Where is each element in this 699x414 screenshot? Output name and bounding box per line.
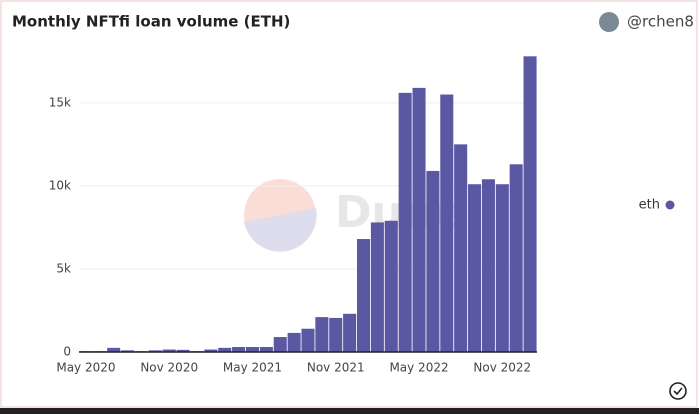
x-tick-label: Nov 2021 <box>307 361 365 375</box>
x-tick-label: May 2021 <box>223 361 282 375</box>
bar <box>440 94 454 353</box>
bar <box>495 184 509 352</box>
x-tick-label: May 2020 <box>56 361 115 375</box>
author[interactable]: @rchen8 <box>627 13 694 31</box>
bar <box>468 184 482 352</box>
bar <box>218 347 232 352</box>
y-tick-label: 0 <box>63 345 71 359</box>
bar <box>232 347 246 352</box>
bar <box>287 332 301 352</box>
bar <box>107 347 121 352</box>
bar <box>370 222 384 352</box>
y-tick-label: 10k <box>49 178 71 192</box>
bar <box>121 350 135 352</box>
legend-label: eth <box>639 198 660 213</box>
bar <box>356 239 371 352</box>
bottom-bar <box>0 408 699 414</box>
bar <box>412 87 426 352</box>
bar <box>523 56 537 352</box>
bar <box>384 220 398 352</box>
bar <box>273 337 287 352</box>
y-tick-label: 5k <box>56 261 71 275</box>
bar <box>301 328 315 352</box>
chart-title: Monthly NFTfi loan volume (ETH) <box>12 13 290 31</box>
x-tick-label: Nov 2020 <box>140 361 198 375</box>
bar <box>343 313 357 352</box>
avatar[interactable] <box>599 12 619 32</box>
bar <box>398 92 412 352</box>
x-tick-label: May 2022 <box>389 361 448 375</box>
bar <box>315 317 329 352</box>
bar <box>259 347 273 352</box>
bar <box>426 170 440 352</box>
bar <box>245 347 260 352</box>
check-icon[interactable] <box>669 382 687 400</box>
bar <box>454 144 468 352</box>
bar <box>176 349 190 352</box>
legend-marker <box>665 200 675 210</box>
bar <box>481 179 495 352</box>
watermark-logo <box>244 179 316 251</box>
bar <box>204 349 218 352</box>
watermark-logo-half <box>244 208 317 252</box>
y-tick-label: 15k <box>49 95 71 109</box>
bar <box>162 349 176 352</box>
bar <box>509 164 523 352</box>
bar <box>329 317 343 352</box>
x-tick-label: Nov 2022 <box>473 361 531 375</box>
bar <box>148 350 162 352</box>
